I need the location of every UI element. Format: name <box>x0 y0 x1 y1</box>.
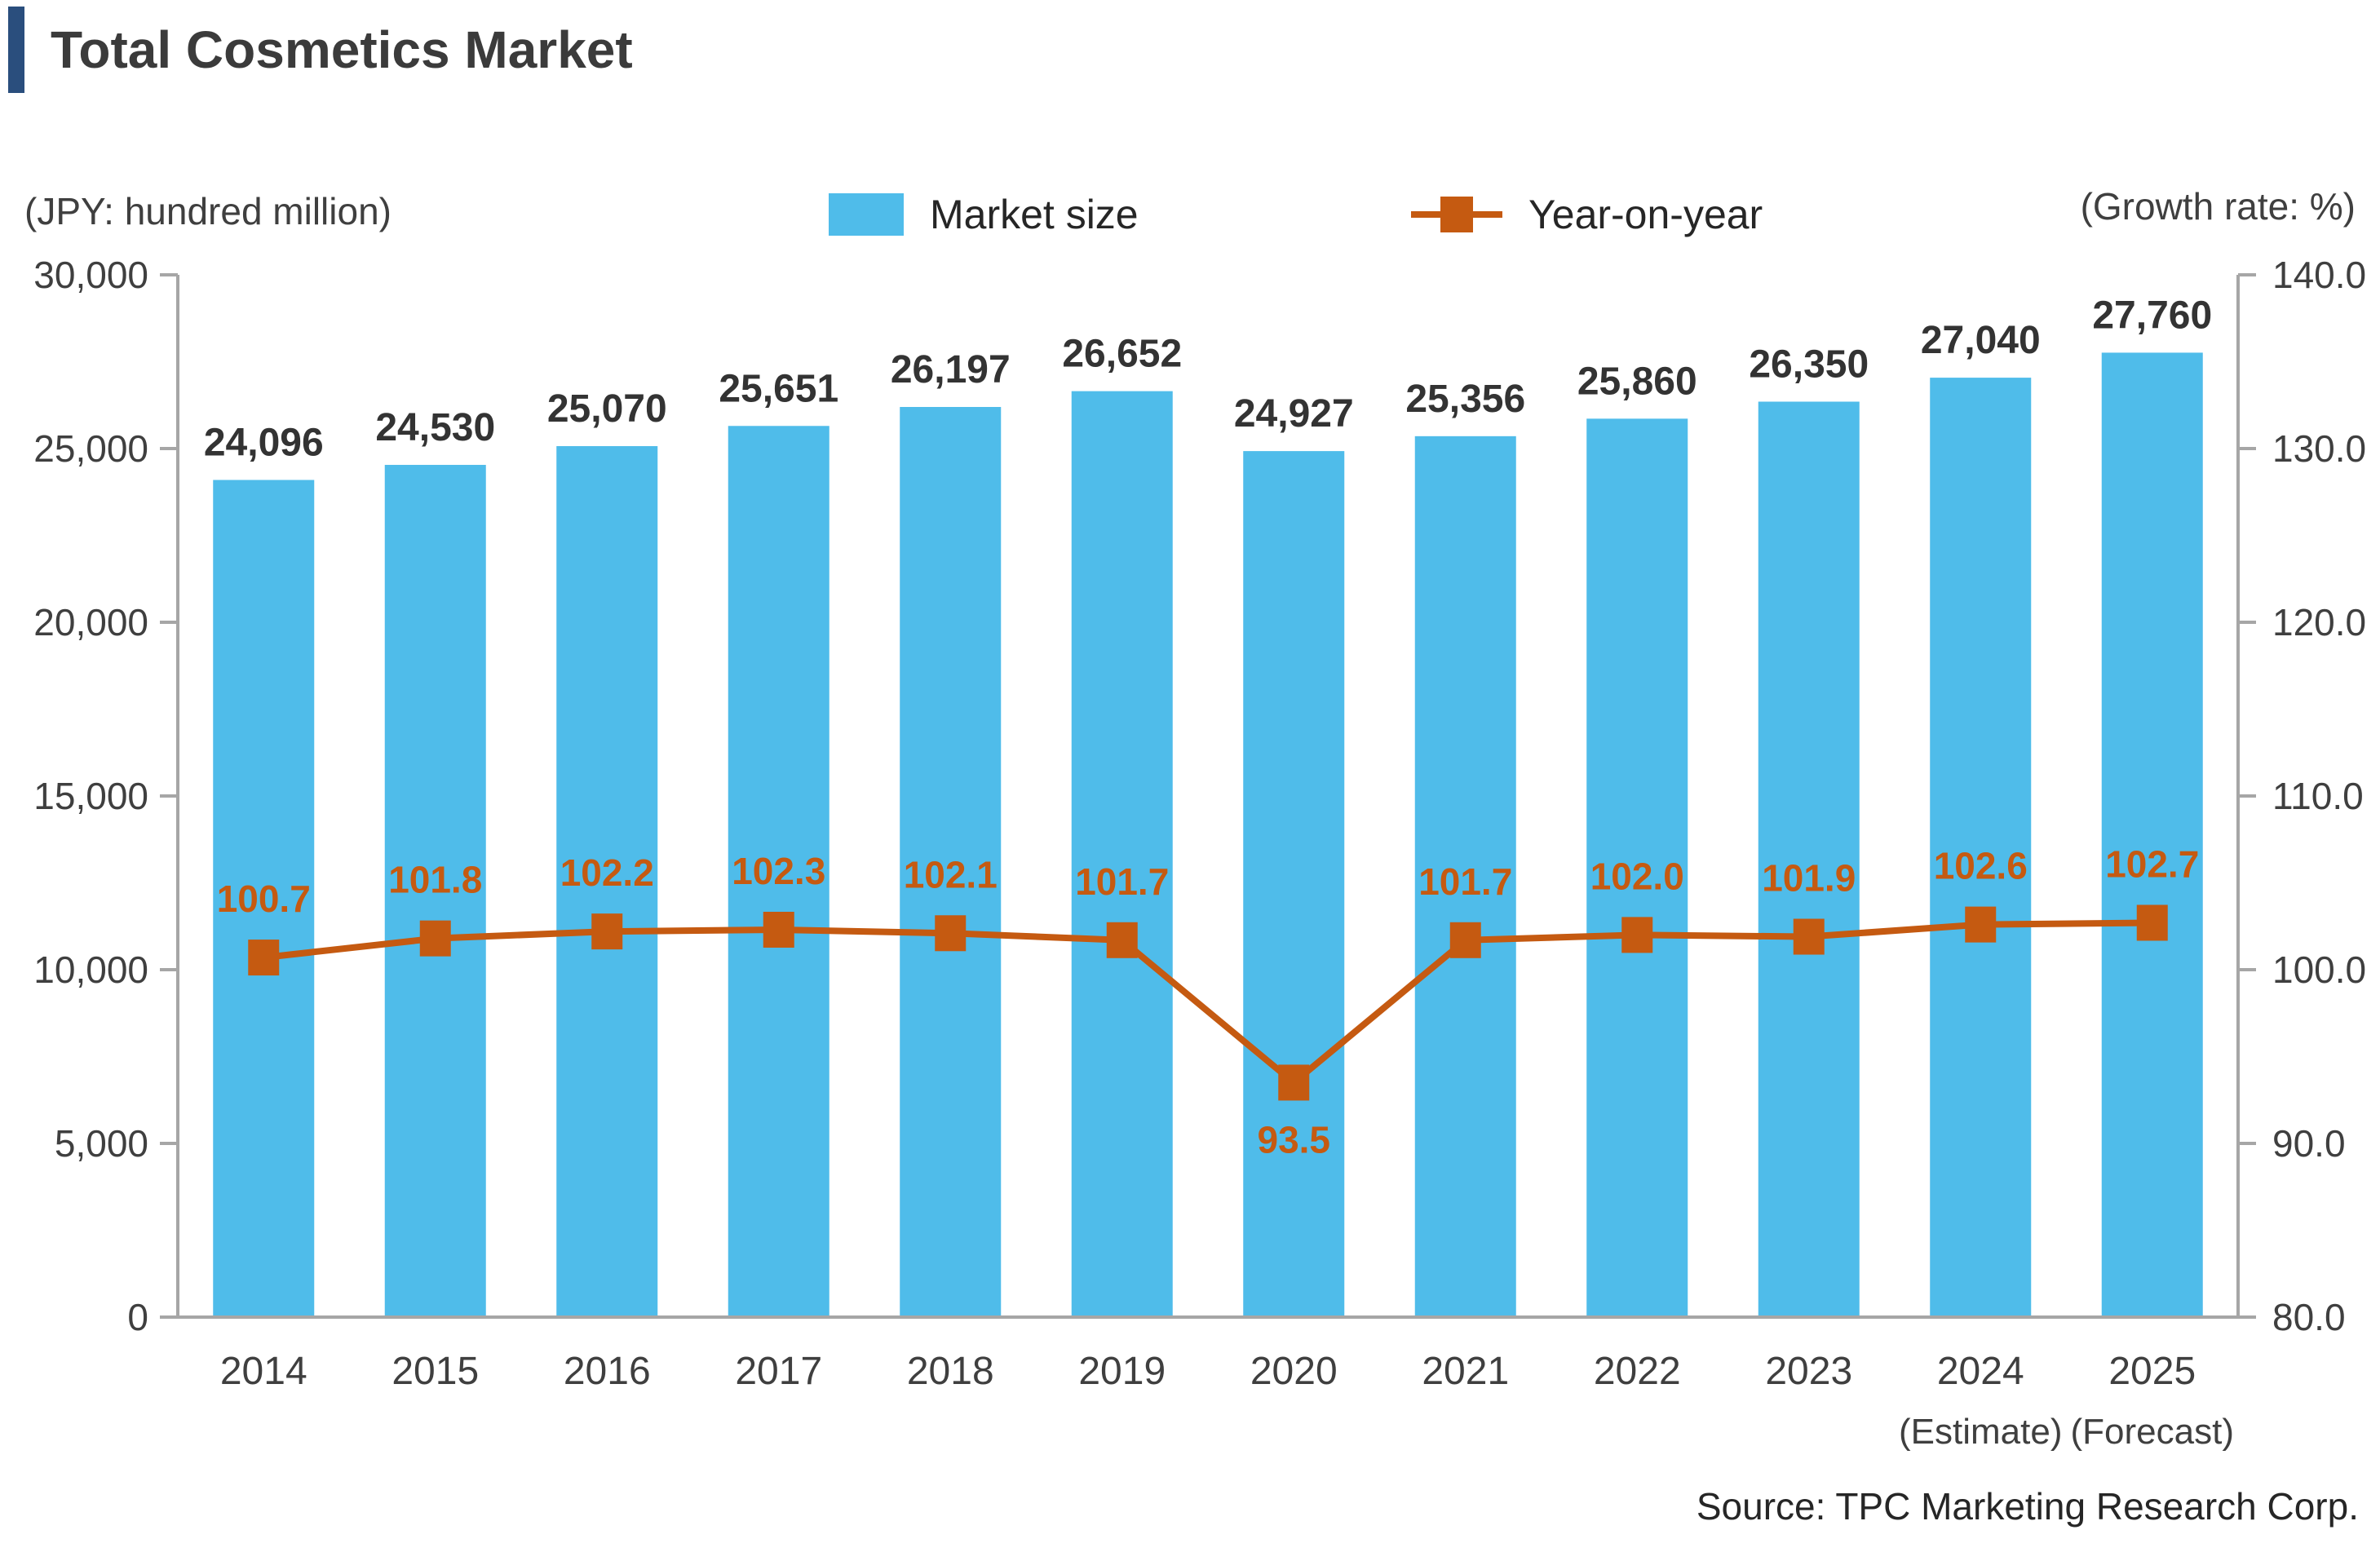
year-on-year-line-marker-icon <box>1411 193 1502 236</box>
year-label-2018: 2018 <box>907 1350 994 1393</box>
year-label-2014: 2014 <box>220 1350 307 1393</box>
market-size-swatch-icon <box>829 193 904 236</box>
marker-2018 <box>935 915 967 952</box>
marker-2022 <box>1621 917 1653 953</box>
left-axis-caption: (JPY: hundred million) <box>24 190 392 232</box>
left-axis-label-4: 10,000 <box>33 948 148 991</box>
marker-2019 <box>1106 922 1138 958</box>
bar-label-2024: 27,040 <box>1921 319 2041 362</box>
right-axis-label-3: 110.0 <box>2272 775 2364 817</box>
marker-2024 <box>1965 906 1997 943</box>
bar-label-2015: 24,530 <box>375 406 495 449</box>
year-label-2022: 2022 <box>1594 1350 1681 1393</box>
left-axis-label-2: 20,000 <box>33 601 148 643</box>
bar-2022 <box>1586 418 1688 1317</box>
bar-label-2019: 26,652 <box>1062 333 1182 376</box>
bar-2015 <box>384 465 486 1317</box>
bar-label-2021: 25,356 <box>1405 378 1525 421</box>
year-label-2025: 2025 <box>2108 1350 2196 1393</box>
left-axis-label-5: 5,000 <box>55 1122 148 1165</box>
bar-label-2023: 26,350 <box>1749 343 1869 386</box>
line-label-2017: 102.3 <box>732 850 825 892</box>
bar-label-2022: 25,860 <box>1577 360 1697 403</box>
bar-2014 <box>213 480 315 1317</box>
left-axis-label-6: 0 <box>127 1296 148 1338</box>
year-label-2019: 2019 <box>1078 1350 1166 1393</box>
bar-2025 <box>2101 352 2203 1317</box>
bar-label-2020: 24,927 <box>1234 392 1354 436</box>
bar-2023 <box>1758 401 1860 1317</box>
year-label-2017: 2017 <box>735 1350 822 1393</box>
line-label-2014: 100.7 <box>217 878 311 920</box>
line-label-2015: 101.8 <box>388 859 482 901</box>
marker-2015 <box>419 920 451 957</box>
title-accent-bar <box>8 7 24 93</box>
left-axis-label-1: 25,000 <box>33 427 148 470</box>
left-axis-label-3: 15,000 <box>33 775 148 817</box>
bar-2018 <box>900 407 1002 1317</box>
source-note: Source: TPC Marketing Research Corp. <box>1696 1485 2359 1528</box>
marker-2016 <box>591 913 623 950</box>
right-axis-label-1: 130.0 <box>2272 427 2366 470</box>
line-label-2019: 101.7 <box>1075 860 1169 903</box>
marker-2017 <box>763 912 794 948</box>
legend-market-size-label: Market size <box>930 192 1139 237</box>
legend-year-on-year-label: Year-on-year <box>1528 192 1763 237</box>
bar-2017 <box>728 426 829 1318</box>
marker-2021 <box>1449 922 1481 958</box>
bar-label-2025: 27,760 <box>2092 294 2212 337</box>
bar-2019 <box>1071 391 1173 1318</box>
bar-2021 <box>1414 436 1516 1317</box>
year-label-2021: 2021 <box>1422 1350 1509 1393</box>
bar-label-2017: 25,651 <box>719 367 838 410</box>
left-axis-label-0: 30,000 <box>33 254 148 296</box>
right-axis-caption: (Growth rate: %) <box>2080 185 2356 228</box>
bar-label-2016: 25,070 <box>547 387 667 431</box>
year-label-2020: 2020 <box>1250 1350 1338 1393</box>
year-on-year-line <box>263 919 2152 1087</box>
page-header: Total Cosmetics Market <box>8 7 633 93</box>
right-axis-label-4: 100.0 <box>2272 948 2366 991</box>
marker-2014 <box>248 940 280 976</box>
marker-2025 <box>2136 904 2168 941</box>
year-sublabel-2024: (Estimate) <box>1899 1412 2062 1452</box>
bar-label-2014: 24,096 <box>204 422 324 465</box>
bar-2020 <box>1243 451 1345 1317</box>
year-sublabel-2025: (Forecast) <box>2071 1412 2234 1452</box>
right-axis-label-0: 140.0 <box>2272 254 2366 296</box>
legend-item-year-on-year: Year-on-year <box>1411 191 1763 238</box>
year-label-2023: 2023 <box>1765 1350 1852 1393</box>
line-label-2023: 101.9 <box>1762 857 1856 900</box>
bar-2016 <box>556 446 658 1317</box>
line-label-2016: 102.2 <box>560 851 654 894</box>
right-axis-label-2: 120.0 <box>2272 601 2366 643</box>
line-label-2021: 101.7 <box>1418 860 1512 903</box>
legend-item-market-size: Market size <box>829 191 1139 238</box>
line-label-2025: 102.7 <box>2105 842 2199 885</box>
year-label-2015: 2015 <box>392 1350 479 1393</box>
bar-label-2018: 26,197 <box>891 348 1011 391</box>
line-label-2022: 102.0 <box>1590 855 1684 897</box>
right-axis-label-5: 90.0 <box>2272 1122 2346 1165</box>
year-label-2016: 2016 <box>564 1350 651 1393</box>
marker-2020 <box>1278 1064 1310 1101</box>
line-label-2020: 93.5 <box>1257 1118 1330 1161</box>
marker-2023 <box>1793 918 1825 955</box>
line-label-2024: 102.6 <box>1934 845 2028 887</box>
bar-2024 <box>1930 378 2032 1318</box>
page-title: Total Cosmetics Market <box>51 20 633 79</box>
line-label-2018: 102.1 <box>904 853 998 895</box>
right-axis-label-6: 80.0 <box>2272 1296 2346 1338</box>
year-label-2024: 2024 <box>1937 1350 2024 1393</box>
